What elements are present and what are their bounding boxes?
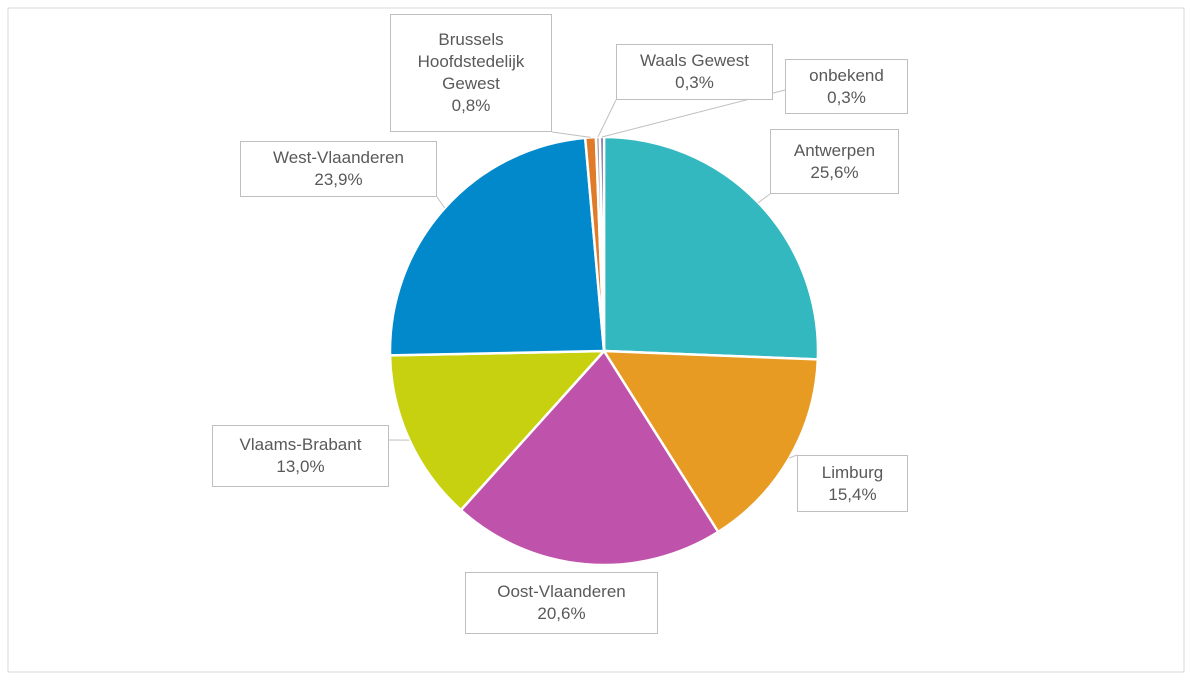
- label-value: 13,0%: [276, 457, 325, 476]
- pie-slice: [602, 135, 820, 361]
- label-category: Waals Gewest: [640, 51, 749, 70]
- label-category: Limburg: [821, 462, 884, 482]
- data-label: West-Vlaanderen 23,9%: [240, 141, 437, 197]
- pie-slice: [388, 349, 607, 512]
- leader-line: [757, 193, 771, 204]
- data-label: Antwerpen 25,6%: [770, 129, 899, 194]
- label-value: 15,4%: [828, 484, 877, 504]
- leader-line: [789, 454, 798, 459]
- label-value: 0,3%: [827, 87, 866, 107]
- label-category: West-Vlaanderen: [272, 148, 405, 167]
- label-value: 0,8%: [451, 96, 491, 115]
- data-label: Limburg 15,4%: [797, 455, 908, 512]
- label-category: Oost-Vlaanderen: [497, 582, 626, 601]
- data-label: onbekend 0,3%: [785, 59, 908, 114]
- label-category: Antwerpen: [793, 140, 876, 160]
- label-value: 20,6%: [537, 604, 586, 623]
- data-label: Vlaams-Brabant 13,0%: [212, 425, 389, 487]
- label-value: 0,3%: [675, 73, 714, 92]
- label-value: 25,6%: [810, 162, 859, 182]
- label-category: Vlaams-Brabant: [239, 435, 362, 454]
- leader-line: [551, 131, 591, 138]
- pie-slice: [388, 136, 606, 357]
- label-category: Brussels Hoofdstedelijk Gewest: [417, 30, 525, 93]
- label-category: onbekend: [809, 65, 884, 85]
- data-label: Waals Gewest 0,3%: [616, 44, 773, 100]
- pie-slice: [459, 348, 720, 567]
- data-label: Brussels Hoofdstedelijk Gewest 0,8%: [390, 14, 552, 132]
- data-label: Oost-Vlaanderen 20,6%: [465, 572, 658, 634]
- leader-line: [436, 196, 446, 209]
- label-value: 23,9%: [314, 170, 363, 189]
- chart-frame: [7, 7, 1185, 673]
- leader-line: [597, 99, 617, 138]
